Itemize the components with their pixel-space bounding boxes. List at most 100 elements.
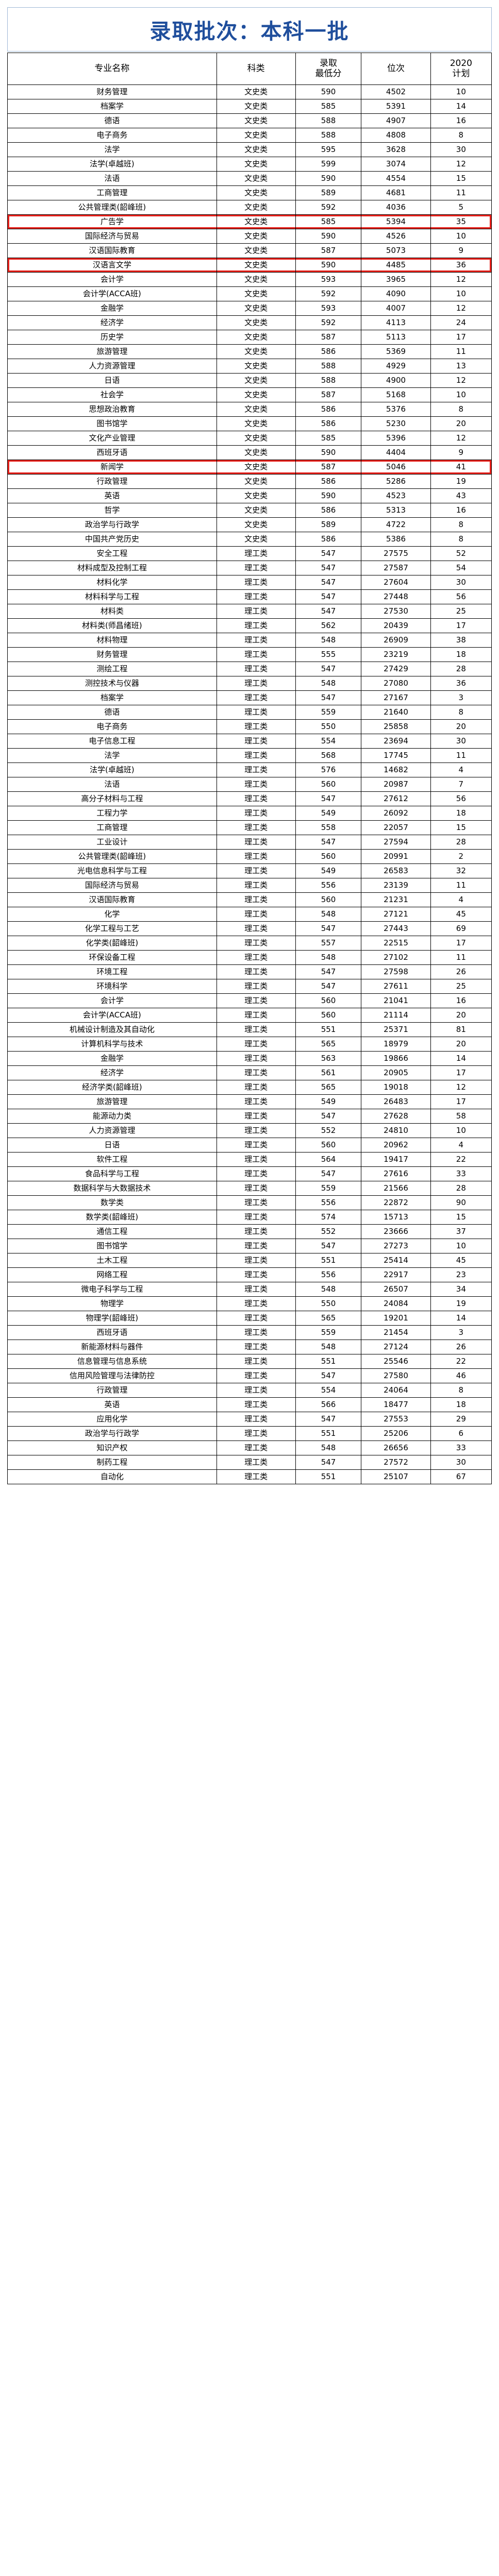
cell-major: 材料成型及控制工程 bbox=[7, 561, 217, 575]
cell-rank: 5073 bbox=[361, 243, 431, 258]
cell-major: 机械设计制造及其自动化 bbox=[7, 1022, 217, 1037]
cell-category: 文史类 bbox=[216, 286, 296, 301]
cell-major: 材料物理 bbox=[7, 633, 217, 648]
cell-score: 556 bbox=[295, 1195, 362, 1210]
cell-rank: 4485 bbox=[361, 258, 431, 273]
cell-rank: 22515 bbox=[361, 936, 431, 951]
cell-score: 576 bbox=[295, 762, 362, 777]
cell-rank: 5113 bbox=[361, 330, 431, 345]
cell-category: 理工类 bbox=[216, 1224, 296, 1239]
cell-category: 理工类 bbox=[216, 1037, 296, 1052]
cell-major: 高分子材料与工程 bbox=[7, 791, 217, 806]
cell-rank: 4007 bbox=[361, 301, 431, 316]
cell-plan: 10 bbox=[430, 1123, 492, 1138]
cell-plan: 35 bbox=[430, 214, 492, 229]
table-row: 化学工程与工艺 理工类 547 27443 69 bbox=[7, 921, 492, 936]
cell-score: 551 bbox=[295, 1022, 362, 1037]
cell-rank: 4722 bbox=[361, 517, 431, 532]
cell-plan: 10 bbox=[430, 84, 492, 99]
table-row: 经济学类(韶峰班) 理工类 565 19018 12 bbox=[7, 1080, 492, 1095]
cell-plan: 17 bbox=[430, 330, 492, 345]
cell-plan: 18 bbox=[430, 647, 492, 662]
cell-score: 588 bbox=[295, 359, 362, 374]
table-row: 制药工程 理工类 547 27572 30 bbox=[7, 1455, 492, 1470]
cell-category: 文史类 bbox=[216, 142, 296, 157]
cell-plan: 45 bbox=[430, 907, 492, 922]
cell-rank: 25371 bbox=[361, 1022, 431, 1037]
cell-major: 制药工程 bbox=[7, 1455, 217, 1470]
cell-category: 理工类 bbox=[216, 1239, 296, 1253]
cell-plan: 10 bbox=[430, 387, 492, 402]
table-row: 化学 理工类 548 27121 45 bbox=[7, 907, 492, 922]
cell-major: 日语 bbox=[7, 1138, 217, 1153]
cell-score: 554 bbox=[295, 1383, 362, 1398]
cell-score: 565 bbox=[295, 1080, 362, 1095]
cell-rank: 23694 bbox=[361, 734, 431, 749]
cell-major: 应用化学 bbox=[7, 1412, 217, 1427]
cell-rank: 25206 bbox=[361, 1426, 431, 1441]
cell-score: 574 bbox=[295, 1210, 362, 1225]
cell-rank: 27598 bbox=[361, 964, 431, 979]
cell-plan: 8 bbox=[430, 1383, 492, 1398]
cell-category: 文史类 bbox=[216, 373, 296, 388]
cell-category: 理工类 bbox=[216, 1109, 296, 1124]
cell-category: 理工类 bbox=[216, 777, 296, 792]
cell-rank: 20987 bbox=[361, 777, 431, 792]
cell-plan: 56 bbox=[430, 589, 492, 604]
cell-score: 585 bbox=[295, 214, 362, 229]
cell-category: 文史类 bbox=[216, 84, 296, 99]
table-row: 测绘工程 理工类 547 27429 28 bbox=[7, 662, 492, 676]
cell-major: 化学类(韶峰班) bbox=[7, 936, 217, 951]
cell-rank: 22917 bbox=[361, 1267, 431, 1282]
cell-plan: 19 bbox=[430, 1296, 492, 1311]
cell-plan: 12 bbox=[430, 373, 492, 388]
cell-score: 587 bbox=[295, 243, 362, 258]
cell-major: 行政管理 bbox=[7, 1383, 217, 1398]
cell-category: 理工类 bbox=[216, 863, 296, 878]
cell-major: 电子信息工程 bbox=[7, 734, 217, 749]
cell-plan: 34 bbox=[430, 1282, 492, 1297]
table-row: 中国共产党历史 文史类 586 5386 8 bbox=[7, 532, 492, 547]
cell-category: 文史类 bbox=[216, 200, 296, 215]
cell-score: 552 bbox=[295, 1224, 362, 1239]
cell-score: 593 bbox=[295, 301, 362, 316]
cell-category: 文史类 bbox=[216, 243, 296, 258]
cell-score: 568 bbox=[295, 748, 362, 763]
table-row: 材料成型及控制工程 理工类 547 27587 54 bbox=[7, 561, 492, 575]
cell-score: 587 bbox=[295, 387, 362, 402]
cell-score: 548 bbox=[295, 1282, 362, 1297]
cell-rank: 22057 bbox=[361, 820, 431, 835]
cell-rank: 19866 bbox=[361, 1051, 431, 1066]
cell-major: 经济学 bbox=[7, 315, 217, 330]
cell-plan: 17 bbox=[430, 618, 492, 633]
table-row: 材料科学与工程 理工类 547 27448 56 bbox=[7, 589, 492, 604]
cell-major: 公共管理类(韶峰班) bbox=[7, 849, 217, 864]
column-header-plan-line1: 2020 bbox=[450, 58, 472, 69]
cell-rank: 4404 bbox=[361, 445, 431, 460]
cell-major: 汉语国际教育 bbox=[7, 243, 217, 258]
cell-major: 通信工程 bbox=[7, 1224, 217, 1239]
cell-score: 590 bbox=[295, 445, 362, 460]
cell-plan: 24 bbox=[430, 315, 492, 330]
column-header-plan: 2020 计划 bbox=[430, 53, 492, 85]
cell-plan: 12 bbox=[430, 301, 492, 316]
cell-score: 551 bbox=[295, 1426, 362, 1441]
column-header-category-label: 科类 bbox=[247, 63, 265, 74]
cell-rank: 5394 bbox=[361, 214, 431, 229]
cell-plan: 9 bbox=[430, 445, 492, 460]
cell-score: 563 bbox=[295, 1051, 362, 1066]
table-row: 日语 文史类 588 4900 12 bbox=[7, 373, 492, 388]
cell-score: 586 bbox=[295, 344, 362, 359]
header-row: 专业名称 科类 录取 最低分 位次 bbox=[7, 53, 492, 85]
table-row: 图书馆学 理工类 547 27273 10 bbox=[7, 1239, 492, 1253]
cell-plan: 11 bbox=[430, 748, 492, 763]
cell-score: 590 bbox=[295, 258, 362, 273]
cell-score: 559 bbox=[295, 705, 362, 720]
cell-plan: 37 bbox=[430, 1224, 492, 1239]
cell-category: 文史类 bbox=[216, 128, 296, 143]
cell-plan: 33 bbox=[430, 1440, 492, 1455]
cell-plan: 9 bbox=[430, 243, 492, 258]
cell-category: 文史类 bbox=[216, 315, 296, 330]
cell-plan: 20 bbox=[430, 416, 492, 431]
cell-rank: 4900 bbox=[361, 373, 431, 388]
